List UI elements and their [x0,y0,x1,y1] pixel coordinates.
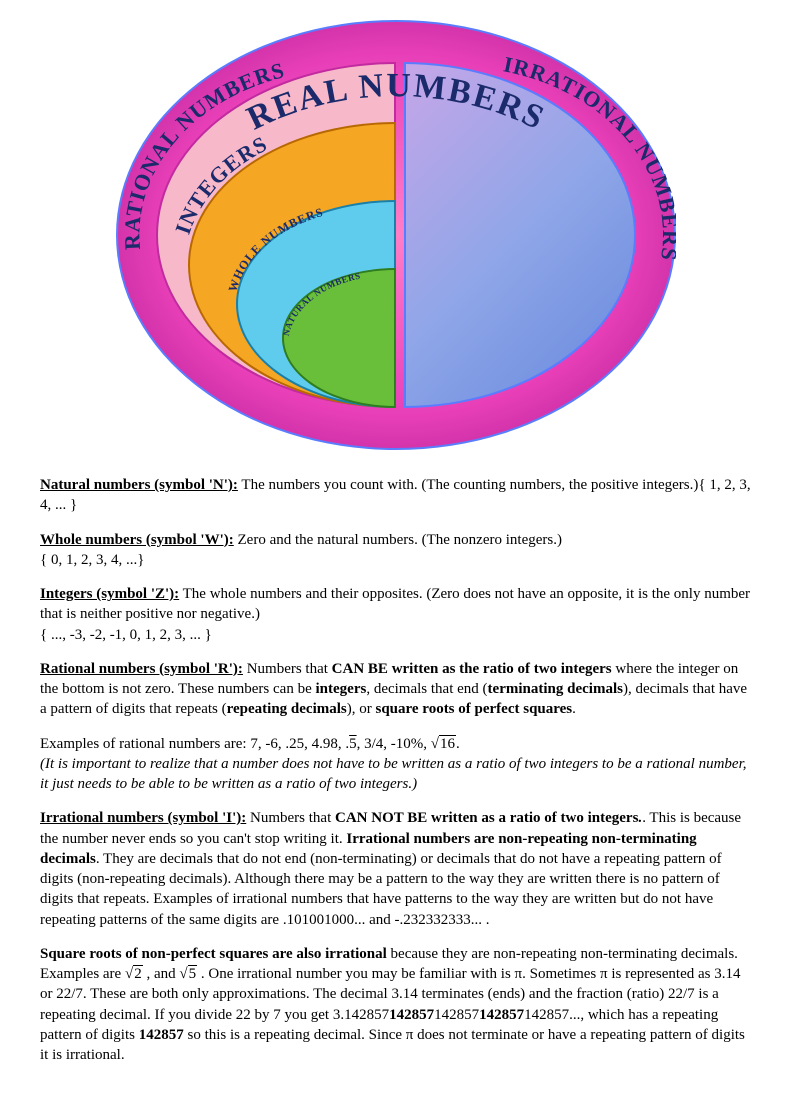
sqrt-16: 16 [431,734,456,754]
rational-rep-dec: repeating decimals [227,701,347,717]
rational-b6: ), or [347,701,376,717]
natural-term: Natural numbers (symbol 'N'): [40,477,238,493]
irrational-def: Irrational numbers (symbol 'I'): Numbers… [40,808,751,930]
irr2-b2: , and [143,966,180,982]
rational-ratio: written as the ratio of two integers [388,661,612,677]
pi-1: π [515,966,523,982]
rational-b7: . [572,701,576,717]
irr2-rep3: 142857 [139,1027,184,1043]
irr-ratio: written as a ratio of two integers [427,810,638,826]
irr2-b3: . One irrational number you may be famil… [197,966,514,982]
irr2-sqrt: Square roots of non-perfect squares are … [40,946,387,962]
number-system-diagram: REAL NUMBERS RATIONAL NUMBERS IRRATIONAL… [40,20,751,450]
rational-def: Rational numbers (symbol 'R'): Numbers t… [40,659,751,720]
natural-def: Natural numbers (symbol 'N'): The number… [40,475,751,516]
pi-2: π [600,966,608,982]
whole-set: { 0, 1, 2, 3, 4, ...} [40,552,144,568]
rational-b1p: Numbers that [243,661,332,677]
sqrt-5: 5 [179,964,197,984]
rational-canbe: CAN BE [332,661,388,677]
pi-3: π [406,1027,414,1043]
whole-term: Whole numbers (symbol 'W'): [40,532,234,548]
irr-b4: . They are decimals that do not end (non… [40,851,722,928]
irr2-rep1: 142857 [389,1007,434,1023]
rex-note: (It is important to realize that a numbe… [40,756,747,792]
irr2-rep2: 142857 [479,1007,524,1023]
irr2-b6: 142857 [434,1007,479,1023]
irr2-b8: so this is a repeating decimal. Since [184,1027,406,1043]
rex-rep: 5 [349,736,357,752]
rex-post1: , 3/4, -10%, [357,736,431,752]
diagram-canvas: REAL NUMBERS RATIONAL NUMBERS IRRATIONAL… [116,20,676,450]
sqrt-2: 2 [125,964,143,984]
rational-b4: , decimals that end ( [366,681,487,697]
whole-def: Whole numbers (symbol 'W'): Zero and the… [40,530,751,571]
integers-set: { ..., -3, -2, -1, 0, 1, 2, 3, ... } [40,627,212,643]
rex-post2: . [456,736,460,752]
rational-int: integers [316,681,367,697]
irr-cannot: CAN NOT BE [335,810,427,826]
rational-sqrt-ps: square roots of perfect squares [375,701,572,717]
rational-examples: Examples of rational numbers are: 7, -6,… [40,734,751,795]
irr2-b4: . Sometimes [522,966,600,982]
integers-term: Integers (symbol 'Z'): [40,586,179,602]
whole-body: Zero and the natural numbers. (The nonze… [234,532,562,548]
irrational-def2: Square roots of non-perfect squares are … [40,944,751,1066]
rational-term-dec: terminating decimals [488,681,623,697]
irrational-term: Irrational numbers (symbol 'I'): [40,810,246,826]
rational-term: Rational numbers (symbol 'R'): [40,661,243,677]
rex-pre: Examples of rational numbers are: 7, -6,… [40,736,349,752]
irr-b1: Numbers that [246,810,335,826]
integers-def: Integers (symbol 'Z'): The whole numbers… [40,584,751,645]
